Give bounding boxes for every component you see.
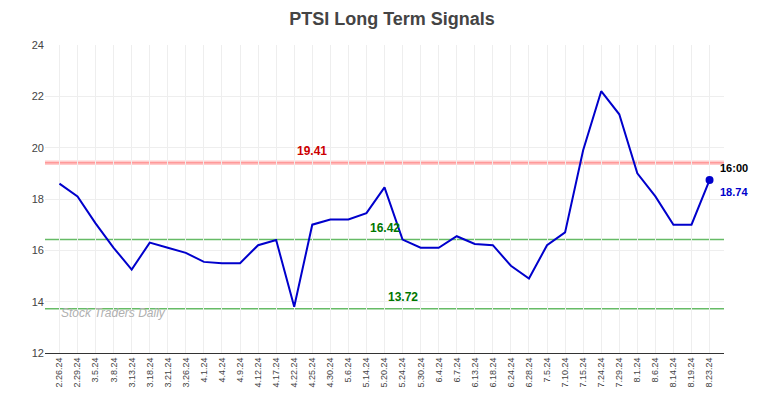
svg-text:16: 16 <box>32 244 44 256</box>
svg-text:16.42: 16.42 <box>370 221 400 235</box>
svg-text:6.18.24: 6.18.24 <box>488 358 498 388</box>
svg-text:13.72: 13.72 <box>388 290 418 304</box>
svg-text:6.7.24: 6.7.24 <box>452 358 462 383</box>
svg-text:16:00: 16:00 <box>720 162 748 174</box>
svg-text:22: 22 <box>32 90 44 102</box>
svg-text:2.26.24: 2.26.24 <box>54 358 64 388</box>
svg-text:3.21.24: 3.21.24 <box>163 358 173 388</box>
svg-text:3.5.24: 3.5.24 <box>90 358 100 383</box>
svg-text:18.74: 18.74 <box>720 186 748 198</box>
svg-text:6.13.24: 6.13.24 <box>470 358 480 388</box>
svg-text:8.1.24: 8.1.24 <box>632 358 642 383</box>
svg-text:6.24.24: 6.24.24 <box>506 358 516 388</box>
svg-text:5.30.24: 5.30.24 <box>416 358 426 388</box>
svg-text:3.13.24: 3.13.24 <box>127 358 137 388</box>
svg-text:4.1.24: 4.1.24 <box>199 358 209 383</box>
svg-text:5.14.24: 5.14.24 <box>361 358 371 388</box>
svg-text:4.12.24: 4.12.24 <box>253 358 263 388</box>
svg-text:14: 14 <box>32 296 44 308</box>
svg-text:3.26.24: 3.26.24 <box>181 358 191 388</box>
svg-text:6.4.24: 6.4.24 <box>434 358 444 383</box>
svg-text:7.15.24: 7.15.24 <box>578 358 588 388</box>
svg-text:5.24.24: 5.24.24 <box>397 358 407 388</box>
svg-text:12: 12 <box>32 347 44 359</box>
svg-text:5.20.24: 5.20.24 <box>379 358 389 388</box>
svg-text:4.30.24: 4.30.24 <box>325 358 335 388</box>
svg-text:8.14.24: 8.14.24 <box>668 358 678 388</box>
svg-text:PTSI Long Term Signals: PTSI Long Term Signals <box>289 9 495 29</box>
svg-text:8.23.24: 8.23.24 <box>704 358 714 388</box>
svg-text:19.41: 19.41 <box>297 144 327 158</box>
svg-text:4.25.24: 4.25.24 <box>307 358 317 388</box>
svg-text:4.9.24: 4.9.24 <box>235 358 245 383</box>
svg-text:6.28.24: 6.28.24 <box>524 358 534 388</box>
svg-text:7.5.24: 7.5.24 <box>542 358 552 383</box>
svg-text:18: 18 <box>32 193 44 205</box>
svg-text:Stock Traders Daily: Stock Traders Daily <box>61 306 166 320</box>
svg-text:7.10.24: 7.10.24 <box>560 358 570 388</box>
svg-text:2.29.24: 2.29.24 <box>72 358 82 388</box>
svg-text:4.17.24: 4.17.24 <box>271 358 281 388</box>
svg-text:3.18.24: 3.18.24 <box>145 358 155 388</box>
svg-text:5.6.24: 5.6.24 <box>343 358 353 383</box>
svg-text:4.4.24: 4.4.24 <box>217 358 227 383</box>
svg-text:8.19.24: 8.19.24 <box>686 358 696 388</box>
svg-text:7.24.24: 7.24.24 <box>596 358 606 388</box>
svg-text:4.22.24: 4.22.24 <box>289 358 299 388</box>
svg-text:7.29.24: 7.29.24 <box>614 358 624 388</box>
svg-text:20: 20 <box>32 142 44 154</box>
svg-text:8.6.24: 8.6.24 <box>650 358 660 383</box>
svg-text:24: 24 <box>32 39 44 51</box>
svg-text:3.8.24: 3.8.24 <box>109 358 119 383</box>
